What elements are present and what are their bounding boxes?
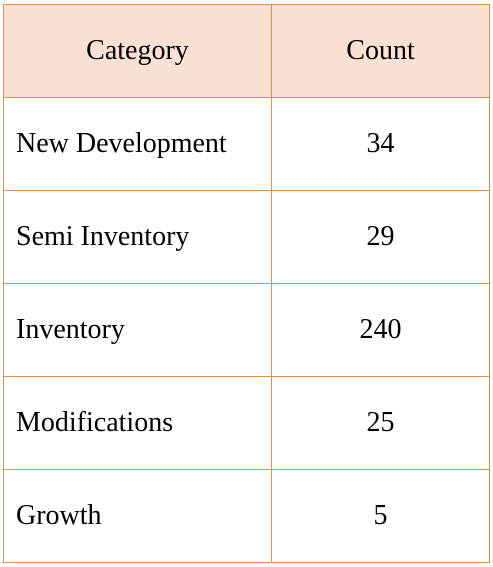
table-row: Inventory 240 (3, 283, 490, 377)
table-row: Modifications 25 (3, 376, 490, 470)
header-count: Count (271, 4, 490, 98)
category-cell: Growth (3, 469, 272, 563)
header-row: Category Count (3, 4, 490, 98)
category-cell: Modifications (3, 376, 272, 470)
table-body: New Development 34 Semi Inventory 29 Inv… (3, 97, 490, 563)
table-row: Semi Inventory 29 (3, 190, 490, 284)
count-cell: 5 (271, 469, 490, 563)
table-row: New Development 34 (3, 97, 490, 191)
category-count-table-container: Category Count New Development 34 Semi I… (3, 4, 490, 563)
category-cell: New Development (3, 97, 272, 191)
category-cell: Inventory (3, 283, 272, 377)
category-count-table: Category Count New Development 34 Semi I… (3, 4, 490, 563)
header-category: Category (3, 4, 272, 98)
count-cell: 25 (271, 376, 490, 470)
table-row: Growth 5 (3, 469, 490, 563)
count-cell: 29 (271, 190, 490, 284)
count-cell: 240 (271, 283, 490, 377)
count-cell: 34 (271, 97, 490, 191)
category-cell: Semi Inventory (3, 190, 272, 284)
table-header: Category Count (3, 4, 490, 98)
